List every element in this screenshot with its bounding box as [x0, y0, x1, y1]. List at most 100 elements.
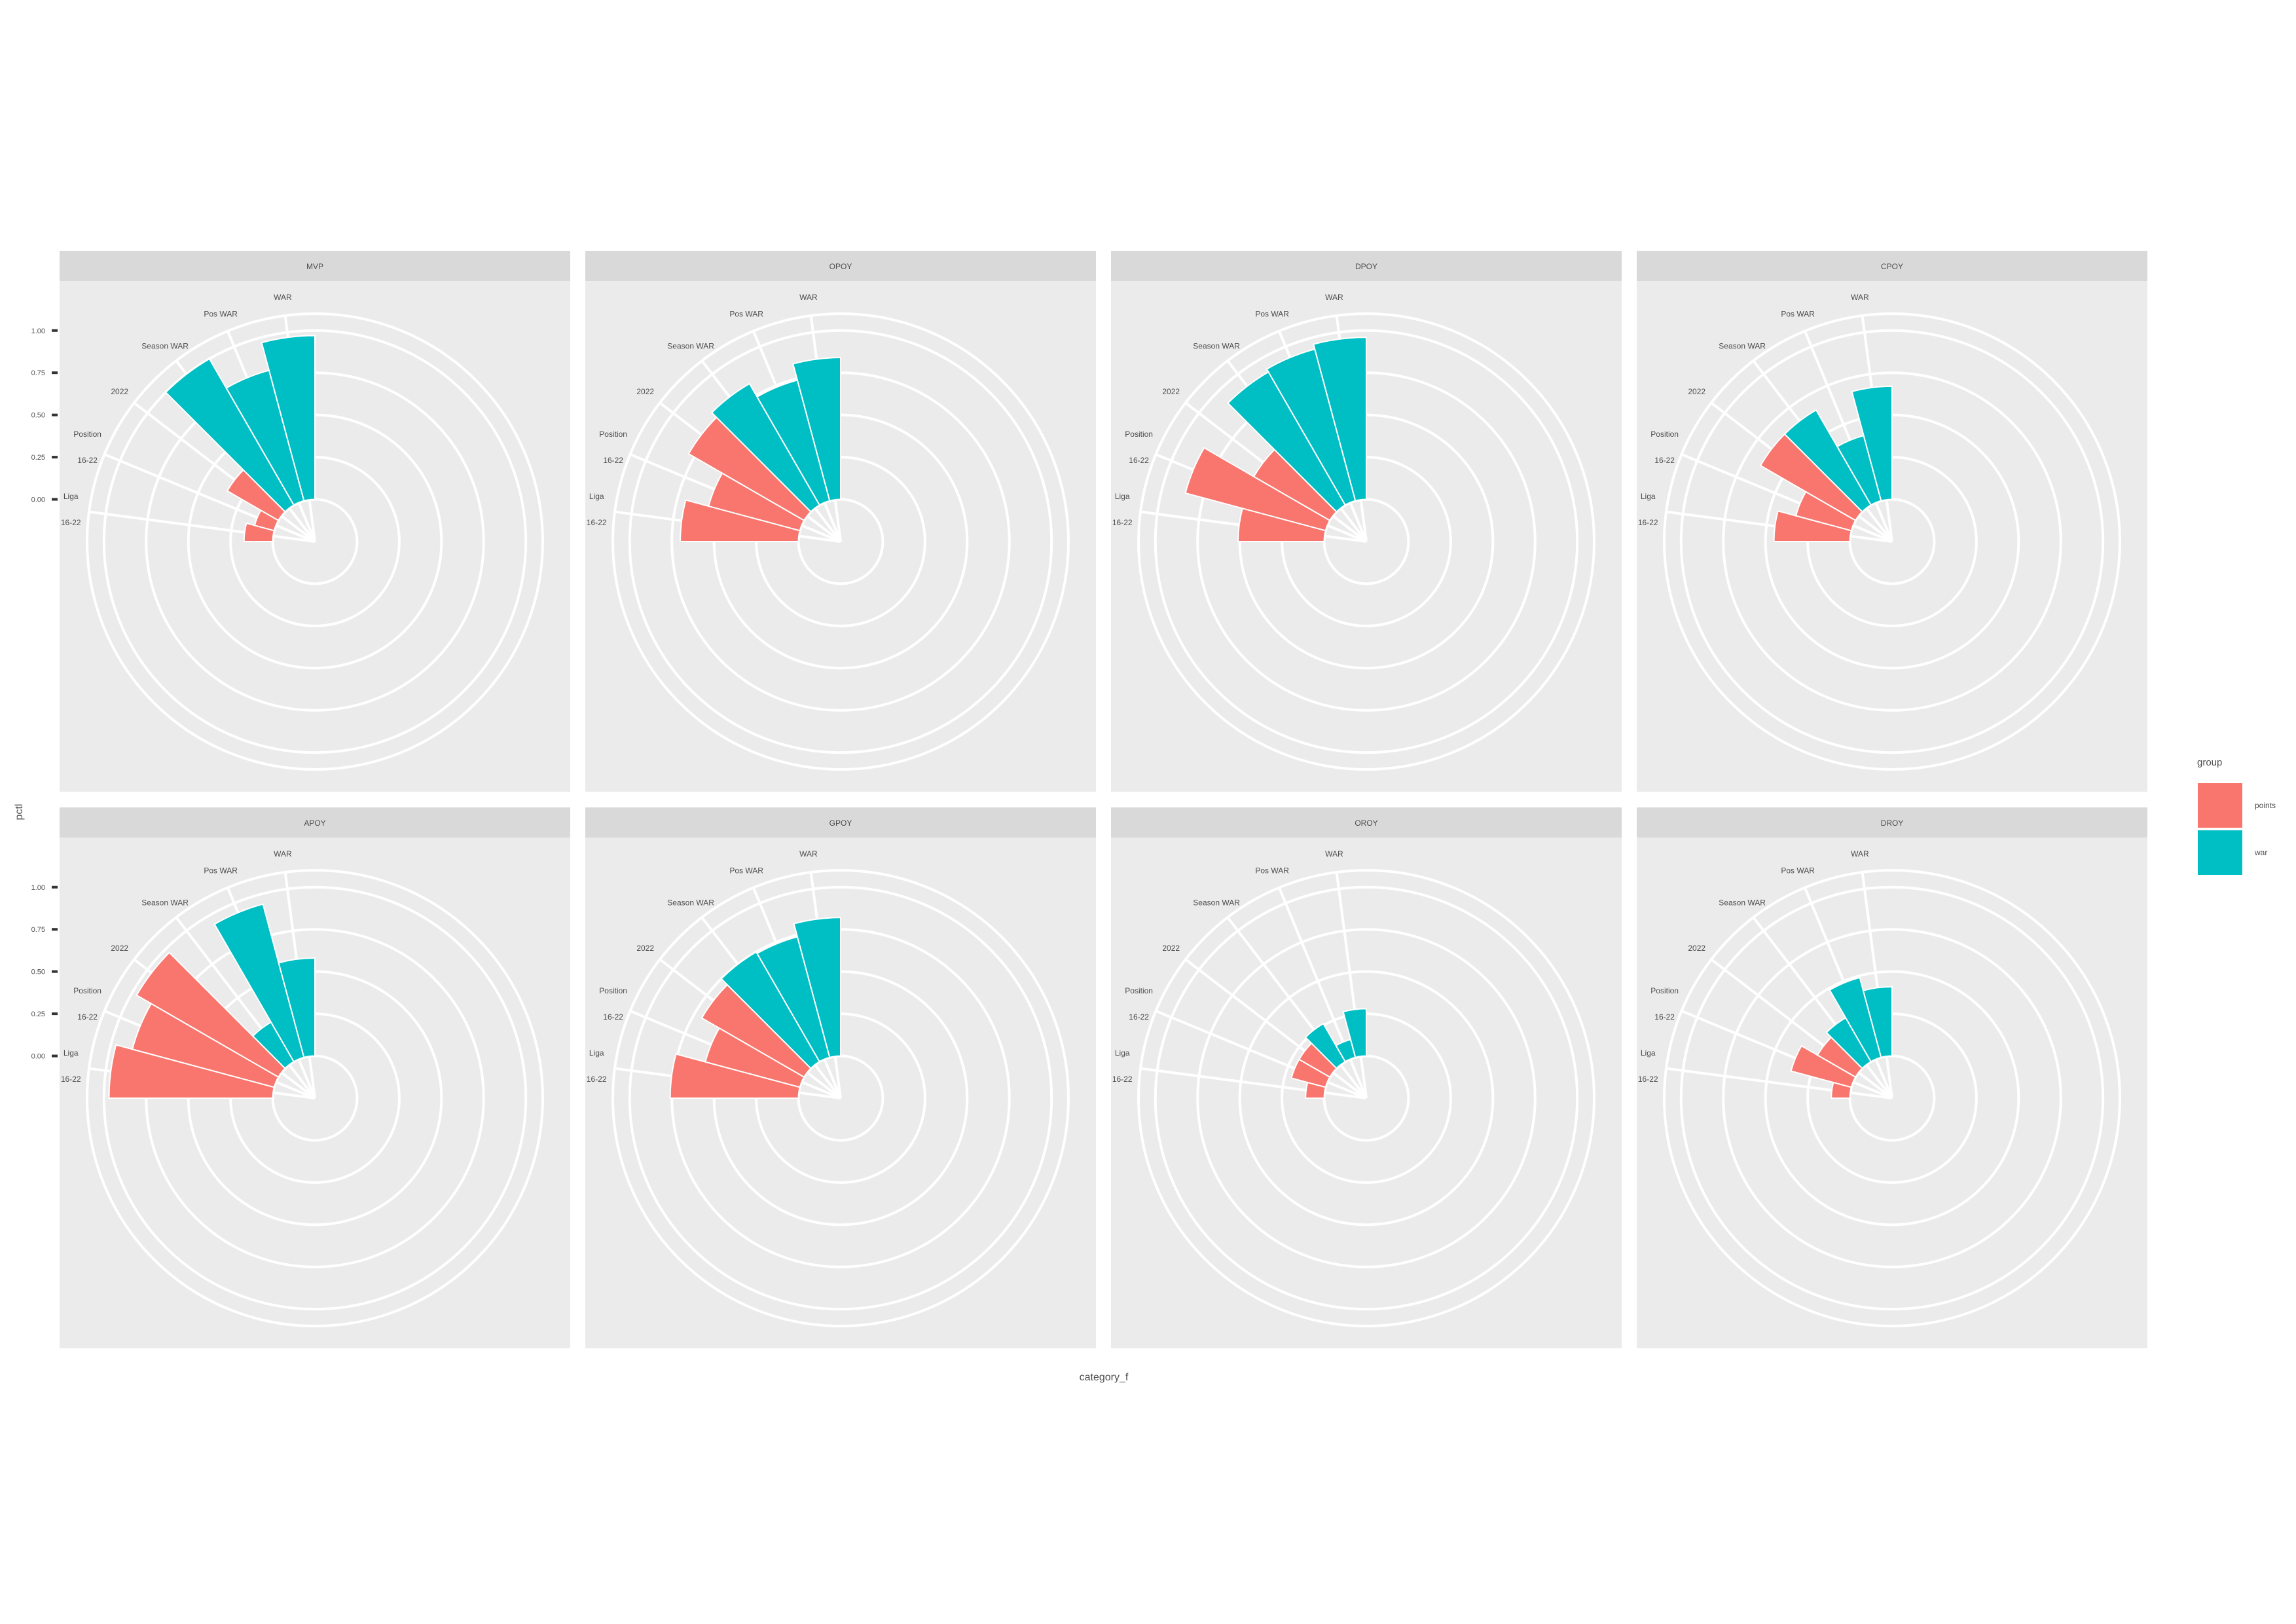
bar-war — [792, 357, 841, 502]
panel-oroy: OROY Liga 16-22 Position 16-22 2022 Season WAR… — [1111, 807, 1622, 1348]
bar-war — [1851, 385, 1893, 502]
bar-season_war — [164, 358, 295, 513]
grid-circle — [1679, 329, 2105, 754]
strip-label: GPOY — [829, 819, 852, 828]
x-tick-label-war: WAR — [1325, 849, 1343, 858]
x-tick-label-2022: 2022 — [111, 944, 128, 953]
bar-liga — [669, 1053, 801, 1099]
panel-cpoy: CPOY Liga 16-22 Position 16-22 2022 Season WAR… — [1637, 251, 2147, 792]
legend-key-points — [2198, 783, 2242, 828]
bar-war — [1313, 337, 1367, 502]
bar-liga — [108, 1044, 275, 1099]
grid-circle — [102, 885, 528, 1311]
panel-opoy: OPOY Liga 16-22 Position 16-22 2022 Season WAR… — [585, 251, 1096, 792]
grid-circle — [102, 329, 528, 754]
grid-circle — [1722, 371, 2062, 712]
grid-circle — [86, 869, 544, 1327]
x-tick-label-2022: 2022 — [636, 944, 654, 953]
x-tick-label-2022: 2022 — [1162, 944, 1180, 953]
x-tick-label-position: Position 16-22 — [1125, 986, 1153, 1022]
y-tick-label: 1.00 — [31, 884, 45, 892]
x-tick-label-liga: Liga 16-22 — [61, 492, 81, 527]
grid-circle — [1764, 970, 2020, 1227]
y-tick-label: 0.25 — [31, 1010, 45, 1018]
strip-label: APOY — [304, 819, 325, 828]
bar-liga — [1773, 510, 1852, 542]
x-tick-label-liga: Liga 16-22 — [1638, 1048, 1658, 1084]
x-tick-label-pos_war: Pos WAR — [204, 866, 238, 876]
x-tick-label-liga: Liga 16-22 — [1112, 1048, 1133, 1084]
strip-background — [1637, 807, 2147, 838]
x-tick-label-pos_war: Pos WAR — [1255, 866, 1289, 876]
x-tick-label-war: WAR — [274, 849, 292, 858]
x-tick-label-war: WAR — [799, 293, 818, 302]
grid-circle — [628, 329, 1053, 754]
x-tick-label-position: Position 16-22 — [599, 986, 627, 1022]
x-tick-label-war: WAR — [1325, 293, 1343, 302]
bar-season_war — [1783, 409, 1872, 513]
strip-background — [585, 807, 1096, 838]
grid-spoke — [1681, 1009, 1893, 1099]
x-tick-label-2022: 2022 — [1688, 387, 1705, 396]
strip-label: MVP — [306, 262, 323, 271]
x-tick-label-position: Position 16-22 — [1650, 986, 1679, 1022]
strip-background — [585, 251, 1096, 281]
strip-label: DPOY — [1355, 262, 1377, 271]
grid-circle — [1722, 928, 2062, 1268]
panel-droy: DROY Liga 16-22 Position 16-22 2022 Season WAR… — [1637, 807, 2147, 1348]
x-tick-label-liga: Liga 16-22 — [1112, 492, 1133, 527]
legend-key-war — [2198, 830, 2242, 875]
x-tick-label-2022: 2022 — [111, 387, 128, 396]
grid-circle — [1154, 885, 1579, 1311]
grid-circle — [1137, 312, 1595, 771]
x-tick-label-liga: Liga 16-22 — [587, 492, 607, 527]
x-tick-label-pos_war: Pos WAR — [729, 310, 763, 319]
strip-label: DROY — [1881, 819, 1904, 828]
grid-spoke — [133, 401, 316, 543]
x-tick-label-pos_war: Pos WAR — [729, 866, 763, 876]
x-tick-label-position: Position 16-22 — [73, 986, 101, 1022]
x-tick-label-liga: Liga 16-22 — [61, 1048, 81, 1084]
bar-war — [278, 957, 316, 1058]
bar-2022 — [136, 951, 286, 1079]
grid-circle — [1663, 312, 2121, 771]
x-tick-label-liga: Liga 16-22 — [587, 1048, 607, 1084]
x-tick-label-position: Position 16-22 — [1125, 430, 1153, 465]
bar-season_war — [1304, 1022, 1347, 1069]
x-tick-label-season_war: Season WAR — [1193, 898, 1240, 908]
x-tick-label-pos_war: Pos WAR — [1781, 866, 1815, 876]
y-tick-label: 1.00 — [31, 327, 45, 335]
panel-mvp: MVP Liga 16-22 Position 16-22 2022 Season WAR P… — [31, 251, 570, 792]
y-tick-label: 0.50 — [31, 969, 45, 976]
y-tick-label: 0.00 — [31, 1053, 45, 1061]
grid-spoke — [88, 510, 316, 543]
bar-position — [1790, 1044, 1857, 1088]
bar-pos_war — [213, 903, 305, 1063]
grid-circle — [1663, 869, 2121, 1327]
bar-liga — [243, 522, 275, 542]
grid-spoke — [1666, 1067, 1893, 1099]
x-tick-label-season_war: Season WAR — [141, 342, 189, 351]
y-tick-label: 0.75 — [31, 369, 45, 377]
bar-war — [793, 917, 841, 1058]
x-tick-label-pos_war: Pos WAR — [204, 310, 238, 319]
grid-circle — [611, 869, 1070, 1327]
bar-war — [261, 335, 316, 502]
grid-circle — [1137, 869, 1595, 1327]
grid-spoke — [1184, 958, 1368, 1099]
x-tick-label-2022: 2022 — [1162, 387, 1180, 396]
grid-spoke — [1155, 1009, 1367, 1099]
grid-circle — [1154, 329, 1579, 754]
y-tick-label: 0.75 — [31, 926, 45, 934]
strip-label: OPOY — [829, 262, 852, 271]
x-tick-label-season_war: Season WAR — [1193, 342, 1240, 351]
bar-position — [1184, 447, 1331, 532]
grid-circle — [1679, 885, 2105, 1311]
facet-panels: MVP Liga 16-22 Position 16-22 2022 Season WAR P… — [31, 251, 2147, 1348]
grid-spoke — [1752, 916, 1893, 1099]
bar-pos_war — [1829, 976, 1882, 1063]
legend-title: group — [2197, 757, 2222, 768]
legend-label-points: points — [2255, 801, 2276, 810]
legend-label-war: war — [2254, 848, 2267, 857]
strip-background — [1111, 807, 1622, 838]
